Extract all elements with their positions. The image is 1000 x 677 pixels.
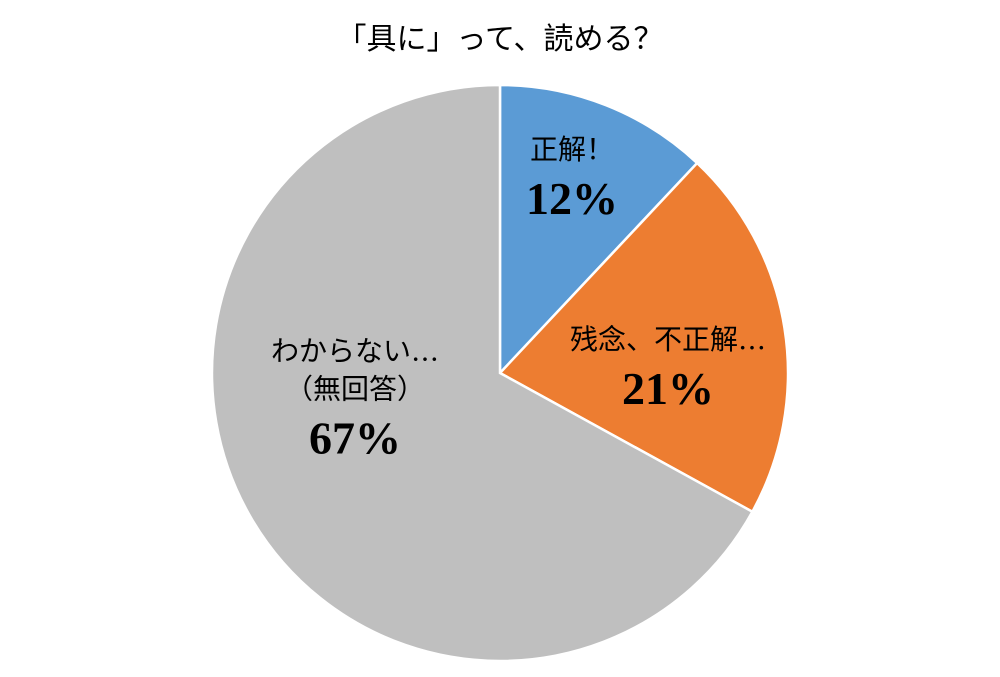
slice-label: 残念、不正解… 21% — [570, 321, 766, 419]
slice-label: わからない… （無回答） 67% — [271, 332, 439, 467]
category-label: 残念、不正解… — [569, 323, 767, 357]
pie-slice — [498, 83, 699, 377]
chart-title: 「具に」って、読める？ — [336, 22, 664, 57]
value-label: 67% — [308, 411, 401, 463]
value-label: 12% — [526, 173, 618, 224]
pie-slice — [210, 83, 755, 663]
category-label: わからない… （無回答） — [270, 334, 440, 406]
pie-slice — [497, 161, 790, 514]
value-label: 21% — [621, 363, 714, 414]
category-label: 正解！ — [529, 133, 614, 167]
slice-label: 正解！ 12% — [526, 131, 618, 229]
